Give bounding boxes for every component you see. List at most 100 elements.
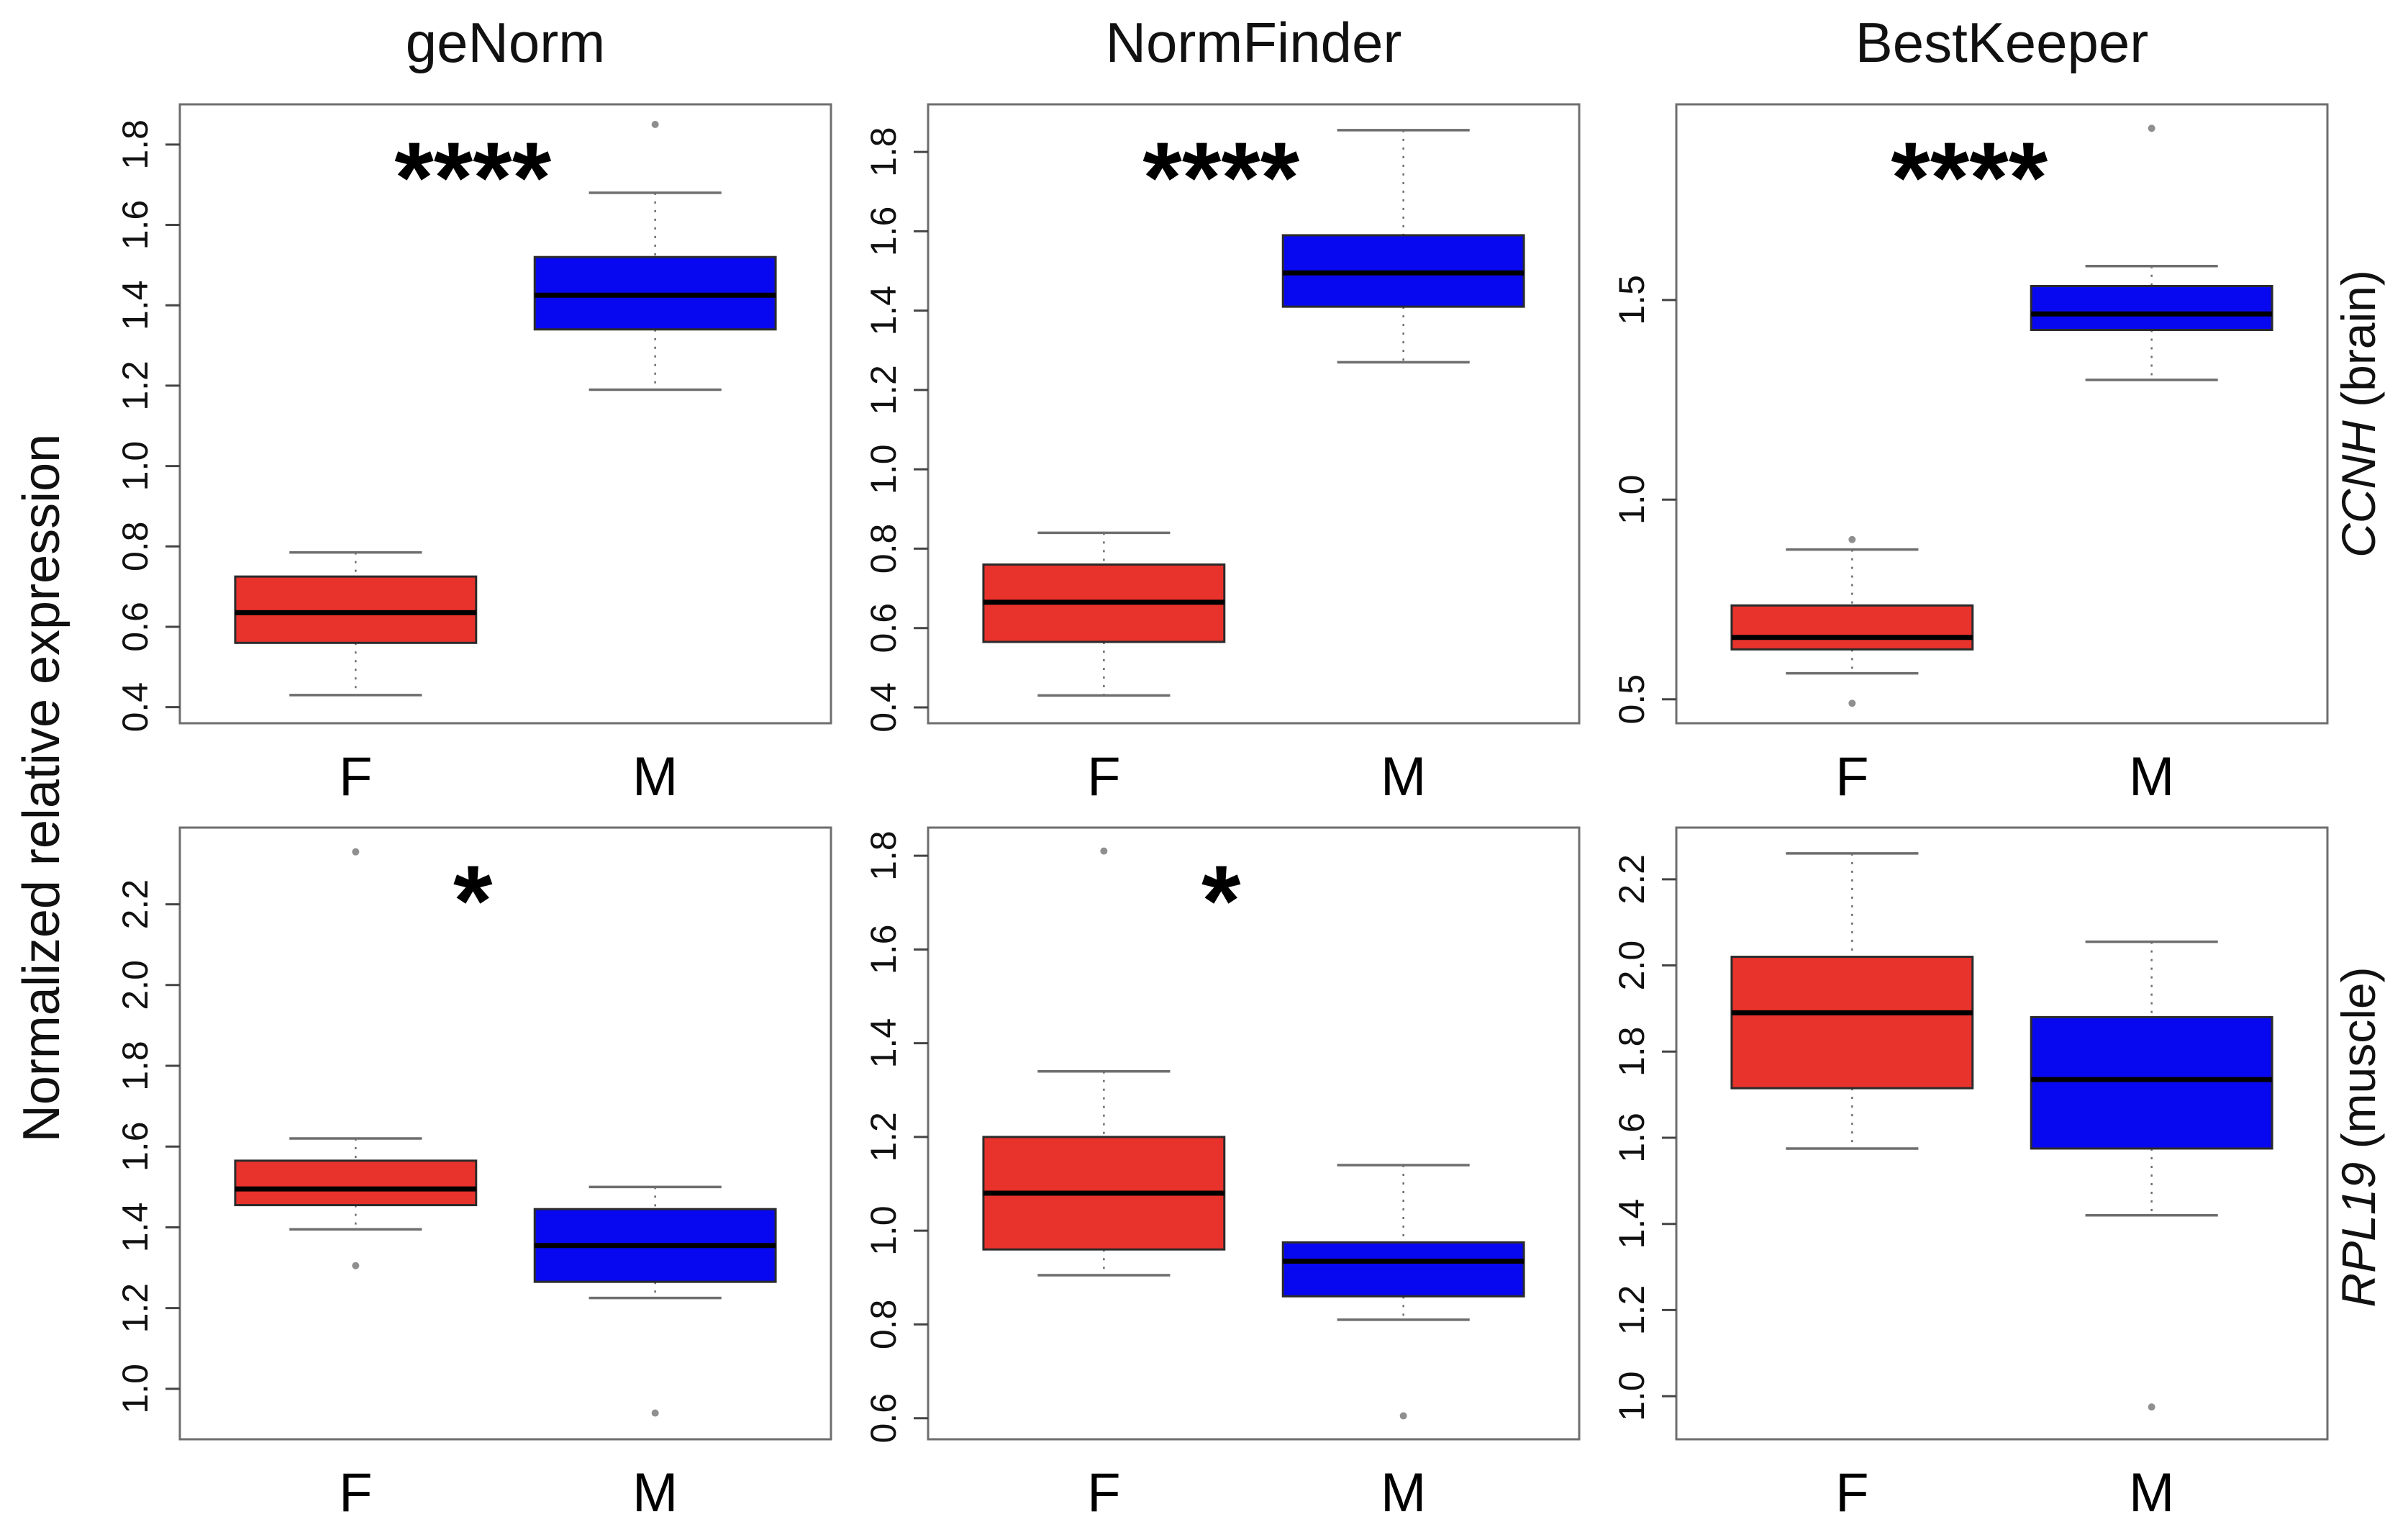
y-tick-label: 0.6 (863, 603, 904, 653)
x-category-label: M (1381, 746, 1426, 807)
outlier-point (2148, 124, 2155, 132)
y-tick-label: 1.4 (863, 1018, 904, 1069)
panel-bestkeeper-muscle: 1.0 1.2 1.4 1.6 1.8 2.0 2.2 F M (1554, 820, 2338, 1517)
y-tick-label: 1.0 (115, 1364, 155, 1414)
panel-border (178, 103, 832, 725)
y-tick-label: 1.4 (863, 286, 904, 336)
y-tick-label: 1.4 (115, 1203, 155, 1253)
y-tick-label: 1.2 (863, 365, 904, 415)
boxplot-canvas: 0.4 0.6 0.8 1.0 1.2 1.4 1.6 1.8 F M **** (115, 103, 832, 807)
x-category-label: F (1835, 746, 1868, 807)
x-category-label: F (339, 1462, 372, 1517)
x-category-label: M (2129, 746, 2174, 807)
gene-name-ccnh: CCNH (2332, 420, 2385, 558)
y-tick-label: 1.8 (863, 127, 904, 177)
y-tick-label: 1.2 (115, 361, 155, 411)
box-M (1281, 1241, 1525, 1298)
x-category-label: F (339, 746, 372, 807)
panel-bestkeeper-brain: 0.5 1.0 1.5 F M **** (1554, 97, 2338, 824)
box-F (234, 1159, 478, 1207)
outlier-point (1848, 535, 1856, 543)
boxplot-canvas: 1.0 1.2 1.4 1.6 1.8 2.0 2.2 F M * (115, 826, 832, 1517)
outlier-point (1848, 699, 1856, 707)
outlier-point (651, 120, 659, 128)
y-tick-label: 0.6 (115, 602, 155, 652)
y-tick-label: 0.8 (115, 522, 155, 572)
y-tick-label: 1.2 (1612, 1285, 1652, 1336)
panel-border (178, 826, 832, 1441)
box-F (234, 575, 478, 644)
box-F (1730, 604, 1974, 651)
tissue-name-brain: (brain) (2332, 270, 2385, 421)
y-tick-label: 1.0 (1612, 1371, 1652, 1421)
y-tick-label: 1.0 (863, 444, 904, 494)
panel-normfinder-brain: 0.4 0.6 0.8 1.0 1.2 1.4 1.6 1.8 F M **** (806, 97, 1590, 824)
y-tick-label: 1.0 (1612, 475, 1652, 525)
panel-genorm-muscle: 1.0 1.2 1.4 1.6 1.8 2.0 2.2 F M * (58, 820, 842, 1517)
y-tick-label: 1.6 (115, 1121, 155, 1172)
significance-stars: * (1201, 844, 1241, 957)
boxplot-canvas: 0.4 0.6 0.8 1.0 1.2 1.4 1.6 1.8 F M **** (863, 103, 1581, 807)
significance-stars: **** (1891, 121, 2048, 234)
y-tick-label: 1.2 (863, 1112, 904, 1162)
y-tick-label: 2.0 (1612, 941, 1652, 991)
row-label-rpl19-muscle: RPL19 (muscle) (2331, 966, 2386, 1307)
box-F (1730, 956, 1974, 1090)
significance-stars: **** (1142, 121, 1299, 234)
row-label-ccnh-brain: CCNH (brain) (2331, 270, 2386, 558)
y-tick-label: 1.6 (115, 200, 155, 250)
y-tick-label: 1.8 (115, 1041, 155, 1091)
x-category-label: F (1087, 1462, 1120, 1517)
y-tick-label: 1.0 (863, 1205, 904, 1256)
x-category-label: M (1381, 1462, 1426, 1517)
x-category-label: M (2129, 1462, 2174, 1517)
y-tick-label: 2.2 (1612, 854, 1652, 905)
x-category-label: M (632, 746, 678, 807)
panel-border (927, 103, 1581, 725)
x-category-label: F (1087, 746, 1120, 807)
y-tick-label: 1.6 (863, 207, 904, 257)
column-title-bestkeeper: BestKeeper (1855, 11, 2149, 74)
panel-border (1675, 826, 2329, 1441)
boxplot-canvas: 0.5 1.0 1.5 F M **** (1612, 103, 2329, 807)
outlier-point (651, 1409, 659, 1417)
y-tick-label: 0.8 (863, 1300, 904, 1350)
panel-normfinder-muscle: 0.6 0.8 1.0 1.2 1.4 1.6 1.8 F M * (806, 820, 1590, 1517)
y-tick-label: 1.4 (115, 280, 155, 330)
x-category-label: F (1835, 1462, 1868, 1517)
y-tick-label: 0.6 (863, 1393, 904, 1444)
outlier-point (2148, 1403, 2155, 1411)
significance-stars: * (453, 844, 493, 957)
y-tick-label: 1.4 (1612, 1199, 1652, 1249)
column-title-genorm: geNorm (405, 11, 606, 74)
boxplot-canvas: 1.0 1.2 1.4 1.6 1.8 2.0 2.2 F M (1612, 826, 2329, 1517)
outlier-point (1100, 847, 1108, 855)
panel-border (927, 826, 1581, 1441)
outlier-point (352, 1262, 360, 1269)
y-tick-label: 0.4 (115, 682, 155, 733)
y-tick-label: 0.5 (1612, 674, 1652, 725)
y-tick-label: 1.2 (115, 1283, 155, 1333)
panel-border (1675, 103, 2329, 725)
y-tick-label: 1.6 (1612, 1113, 1652, 1163)
y-tick-label: 1.6 (863, 925, 904, 975)
column-title-normfinder: NormFinder (1105, 11, 1402, 74)
y-tick-label: 2.2 (115, 879, 155, 930)
y-tick-label: 0.8 (863, 524, 904, 574)
y-tick-label: 1.8 (1612, 1027, 1652, 1077)
box-M (2030, 1015, 2273, 1150)
y-tick-label: 1.8 (115, 119, 155, 170)
y-tick-label: 1.0 (115, 441, 155, 492)
x-category-label: M (632, 1462, 678, 1517)
boxplot-canvas: 0.6 0.8 1.0 1.2 1.4 1.6 1.8 F M * (863, 826, 1581, 1517)
gene-name-rpl19: RPL19 (2332, 1161, 2385, 1308)
y-tick-label: 2.0 (115, 960, 155, 1010)
significance-stars: **** (394, 121, 551, 234)
y-tick-label: 1.8 (863, 830, 904, 881)
y-tick-label: 1.5 (1612, 275, 1652, 325)
box-M (2030, 284, 2273, 331)
tissue-name-muscle: (muscle) (2332, 966, 2385, 1162)
panel-genorm-brain: 0.4 0.6 0.8 1.0 1.2 1.4 1.6 1.8 F M **** (58, 97, 842, 824)
y-tick-label: 0.4 (863, 682, 904, 733)
